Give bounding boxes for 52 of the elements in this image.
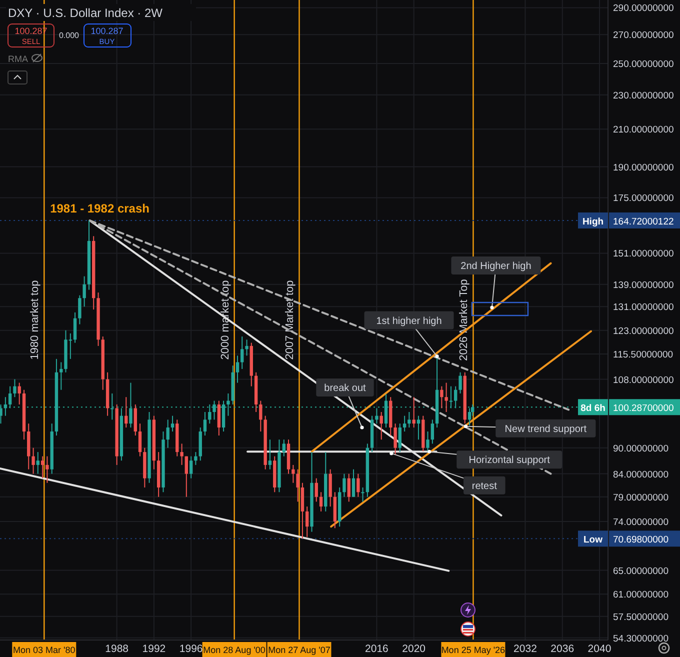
text: Mon 28 Aug '00 [203,645,266,655]
text: DXY · U.S. Dollar Index · 2W [8,6,164,20]
annotation: 2nd Higher high [460,261,532,272]
annotation: 1981 - 1982 crash [50,201,150,216]
y-tick-label: 210.00000000 [613,124,674,136]
annotation: New trend support [504,424,587,435]
y-tick-label: 61.00000000 [613,590,668,601]
text: Mon 27 Aug '07 [268,645,330,655]
y-tick-label: 65.00000000 [613,566,668,577]
y-tick-label: 79.00000000 [613,492,668,504]
y-tick-label: 84.00000000 [613,469,668,480]
y-tick-label: 250.00000000 [613,59,674,70]
ref-line-label: 1980 market top [29,280,42,360]
text: Mon 03 Mar '80 [13,645,76,655]
y-tick-label: 123.00000000 [613,326,674,337]
y-tick-label: 151.00000000 [613,248,674,260]
ref-line-label: 2026 Market Top [458,279,470,361]
annotation: break out [324,383,366,394]
y-tick-label: 74.00000000 [613,516,668,528]
x-tick-label: 2040 [588,643,612,655]
ref-line-label: 8d 6h [580,403,606,414]
ref-line-label: High [582,216,604,228]
y-tick-label: 90.00000000 [613,443,668,454]
x-tick-label: 1992 [142,643,166,655]
x-tick-label: 2016 [365,643,389,655]
y-tick-label: 57.50000000 [613,612,668,623]
ref-line-label: Low [584,534,604,546]
text: Mon 25 May '26 [441,645,506,655]
y-tick-label: 190.00000000 [613,162,674,174]
annotation: RMA [8,54,28,64]
y-tick-label: 230.00000000 [613,90,674,102]
y-tick-label: 54.30000000 [613,633,668,644]
text: 100.28700000 [613,403,674,414]
annotation: 0.000 [58,31,80,40]
x-tick-label: 1996 [179,643,203,655]
annotation: Horizontal support [468,455,550,466]
y-tick-label: 270.00000000 [613,30,674,42]
x-tick-label: 1988 [105,643,129,655]
annotation: 100.287 [90,26,124,36]
x-tick-label: 2020 [402,643,426,655]
x-tick-label: 2036 [550,643,574,655]
text: 164.72000122 [613,216,674,228]
annotation: 1st higher high [376,316,442,327]
y-tick-label: 115.50000000 [613,350,674,361]
y-tick-label: 131.00000000 [613,302,674,314]
x-tick-label: 2032 [514,643,538,655]
y-tick-label: 108.00000000 [613,374,674,386]
y-tick-label: 139.00000000 [613,280,674,291]
y-tick-label: 290.00000000 [613,3,674,14]
text: 70.69800000 [613,534,668,546]
y-tick-label: 175.00000000 [613,193,674,204]
annotation: retest [472,480,498,492]
